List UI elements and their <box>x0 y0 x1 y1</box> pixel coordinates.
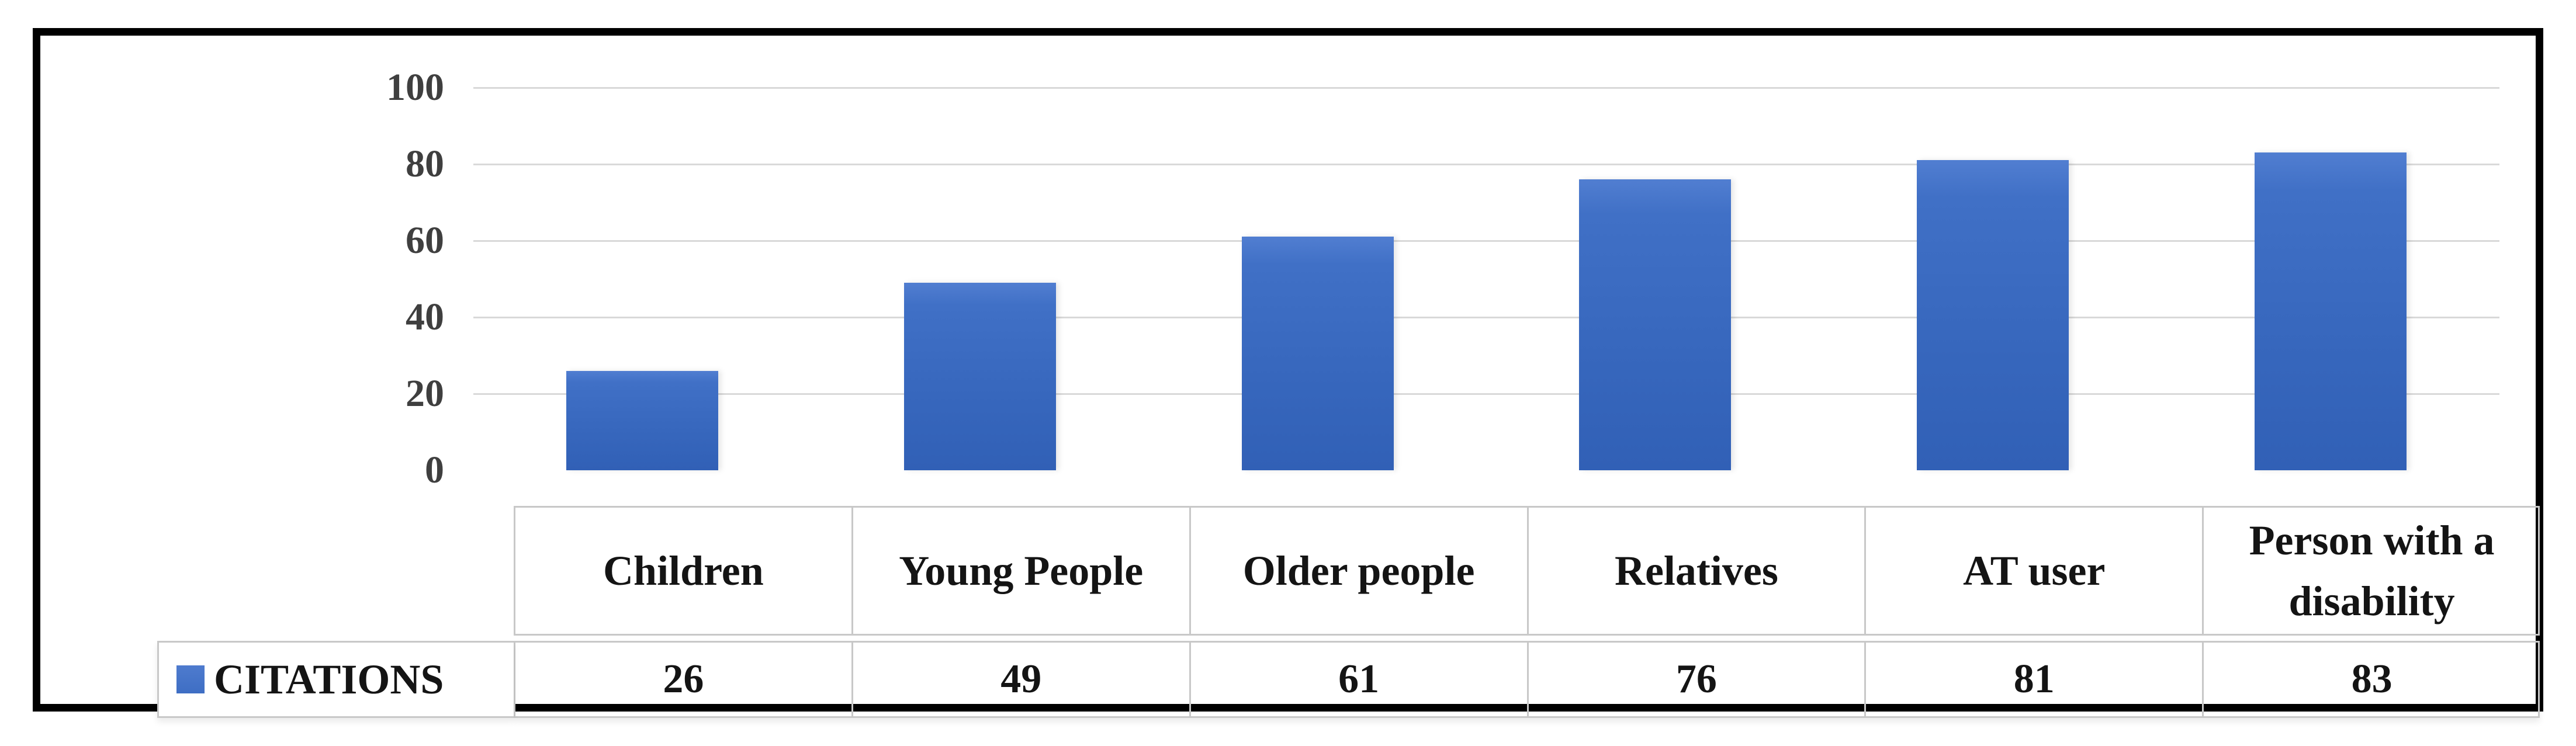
gridline-y-60 <box>473 240 2499 242</box>
value-cell-person-with-a-disability: 83 <box>2202 643 2540 716</box>
y-tick-label-20: 20 <box>406 372 444 415</box>
y-tick-label-60: 60 <box>406 219 444 262</box>
value-cell-children: 26 <box>514 643 851 716</box>
y-tick-label-100: 100 <box>386 66 444 109</box>
category-label: Person with a disability <box>2249 516 2495 624</box>
bar-children <box>566 370 718 470</box>
gridline-y-80 <box>473 164 2499 165</box>
category-label: Relatives <box>1614 547 1778 594</box>
legend-color-swatch-icon <box>176 665 205 693</box>
category-label: Older people <box>1242 547 1475 594</box>
gridline-y-20 <box>473 393 2499 395</box>
header-cell-person-with-a-disability: Person with a disability <box>2202 508 2540 634</box>
header-cell-relatives: Relatives <box>1526 508 1865 634</box>
y-tick-label-40: 40 <box>406 296 444 338</box>
category-label: Children <box>603 547 764 594</box>
gridline-y-40 <box>473 317 2499 318</box>
header-cell-at-user: AT user <box>1864 508 2202 634</box>
bar-young-people <box>903 283 1056 470</box>
bar-at-user <box>1917 160 2069 470</box>
header-cell-young-people: Young People <box>851 508 1189 634</box>
value-cell-relatives: 76 <box>1526 643 1865 716</box>
bar-older-people <box>1241 237 1394 470</box>
category-label: Young People <box>899 547 1144 594</box>
header-cell-children: Children <box>514 508 851 634</box>
value-cell-at-user: 81 <box>1864 643 2202 716</box>
value-cell-older-people: 61 <box>1189 643 1527 716</box>
y-tick-label-0: 0 <box>425 449 444 491</box>
legend-cell: CITATIONS <box>157 641 514 718</box>
gridline-y-100 <box>473 87 2499 89</box>
bar-relatives <box>1579 179 1732 470</box>
category-label: AT user <box>1963 547 2106 594</box>
figure-frame: 100 80 60 40 20 0 Children Young People Older p… <box>33 28 2543 718</box>
y-tick-label-80: 80 <box>406 143 444 185</box>
table-header-row: Children Young People Older people Relative… <box>514 506 2540 636</box>
value-cell-young-people: 49 <box>851 643 1189 716</box>
legend-series-label: CITATIONS <box>214 655 444 703</box>
table-values-row: 26 49 61 76 81 83 <box>514 641 2540 718</box>
header-cell-older-people: Older people <box>1189 508 1527 634</box>
bar-person-with-a-disability <box>2255 152 2407 470</box>
